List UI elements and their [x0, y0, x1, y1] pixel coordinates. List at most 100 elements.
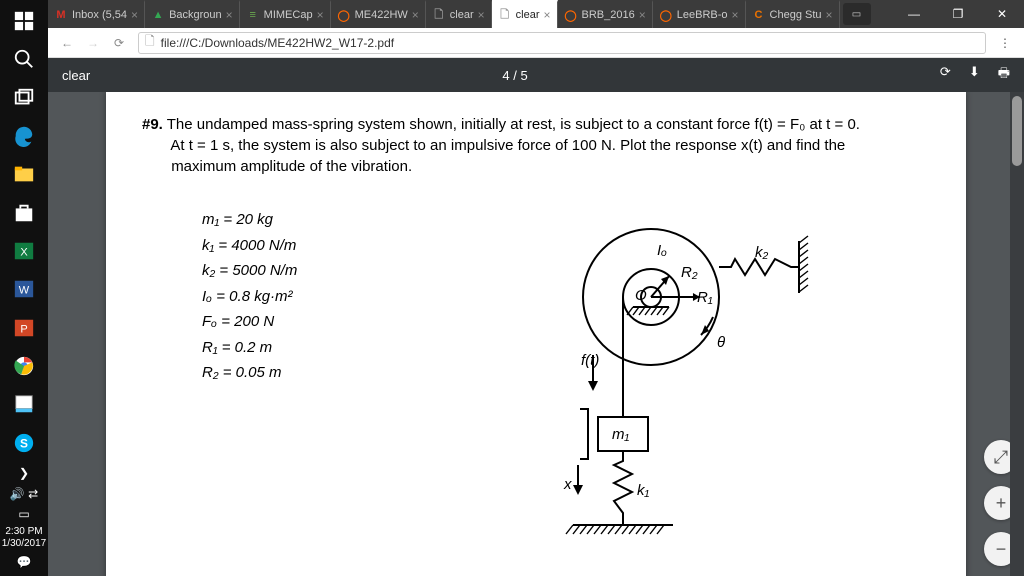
store-icon[interactable] — [4, 195, 44, 231]
tab-favicon: ≡ — [246, 8, 260, 22]
pdf-page: #9. The undamped mass-spring system show… — [106, 92, 966, 576]
tab-strip: MInbox (5,54×▲Backgroun×≡MIMECap×◯ME422H… — [48, 0, 1024, 28]
chrome-icon[interactable] — [4, 348, 44, 384]
param-R2: R₂ = 0.05 m — [202, 360, 372, 386]
tab-close-icon[interactable]: × — [226, 8, 233, 22]
tab-favicon: C — [752, 8, 766, 22]
tab-close-icon[interactable]: × — [732, 8, 739, 22]
tab-favicon: 🗋 — [498, 8, 512, 22]
action-center-icon[interactable]: 💬 — [4, 552, 44, 572]
svg-text:x: x — [563, 476, 572, 493]
svg-text:k₁: k₁ — [637, 482, 650, 499]
svg-text:k₂: k₂ — [755, 244, 769, 261]
tab-close-icon[interactable]: × — [317, 8, 324, 22]
excel-icon[interactable]: X — [4, 233, 44, 269]
tab-label: Backgroun — [169, 9, 222, 21]
problem-line-3: maximum amplitude of the vibration. — [171, 158, 412, 175]
back-button[interactable]: ← — [54, 30, 80, 56]
browser-tab[interactable]: C Chegg Stu × — [746, 0, 840, 28]
pdf-rotate-button[interactable]: ⟳ — [940, 64, 951, 86]
tab-label: LeeBRB-o — [677, 9, 728, 21]
url-text: file:///C:/Downloads/ME422HW2_W17-2.pdf — [161, 36, 394, 50]
tab-close-icon[interactable]: × — [412, 8, 419, 22]
tab-favicon: M — [54, 8, 68, 22]
tab-label: Inbox (5,54 — [72, 9, 127, 21]
edge-icon[interactable] — [4, 118, 44, 154]
pdf-toolbar: clear 4 / 5 ⟳ ⬇ 🖶 — [48, 58, 1024, 92]
chrome-window: MInbox (5,54×▲Backgroun×≡MIMECap×◯ME422H… — [48, 0, 1024, 576]
problem-number: #9. — [142, 116, 163, 133]
taskbar-overflow-icon[interactable]: ❯ — [19, 462, 29, 484]
problem-line-2: At t = 1 s, the system is also subject t… — [170, 137, 845, 154]
pdf-scrollbar[interactable] — [1010, 92, 1024, 576]
clock-date: 1/30/2017 — [2, 538, 47, 550]
browser-tab[interactable]: M Inbox (5,54 × — [48, 0, 145, 28]
svg-text:m₁: m₁ — [612, 426, 629, 443]
paint-icon[interactable] — [4, 386, 44, 422]
svg-text:R₂: R₂ — [681, 264, 698, 281]
param-k1: k₁ = 4000 N/m — [202, 233, 372, 259]
tab-label: ME422HW — [355, 9, 408, 21]
address-bar: ← → ⟳ 🗋 file:///C:/Downloads/ME422HW2_W1… — [48, 28, 1024, 58]
new-tab-button[interactable]: ▭ — [843, 3, 871, 25]
scroll-thumb[interactable] — [1012, 96, 1022, 166]
task-view-icon[interactable] — [4, 80, 44, 116]
param-R1: R₁ = 0.2 m — [202, 335, 372, 361]
svg-text:O: O — [635, 287, 647, 304]
svg-text:θ: θ — [717, 334, 725, 351]
skype-icon[interactable]: S — [4, 425, 44, 461]
browser-tab[interactable]: 🗋 clear × — [426, 0, 492, 28]
param-m1: m₁ = 20 kg — [202, 207, 372, 233]
tab-label: BRB_2016 — [582, 9, 635, 21]
tab-close-icon[interactable]: × — [478, 8, 485, 22]
url-input[interactable]: 🗋 file:///C:/Downloads/ME422HW2_W17-2.pd… — [138, 32, 986, 54]
svg-text:P: P — [20, 323, 27, 335]
browser-tab[interactable]: 🗋 clear × — [492, 0, 558, 28]
chrome-menu-button[interactable]: ⋮ — [992, 36, 1018, 50]
tab-close-icon[interactable]: × — [826, 8, 833, 22]
browser-tab[interactable]: ▲Backgroun× — [145, 0, 240, 28]
word-icon[interactable]: W — [4, 271, 44, 307]
tab-close-icon[interactable]: × — [131, 8, 138, 22]
search-icon[interactable] — [4, 41, 44, 77]
tab-close-icon[interactable]: × — [544, 8, 551, 22]
svg-text:X: X — [20, 247, 28, 259]
pdf-page-indicator: 4 / 5 — [90, 68, 940, 83]
volume-icon[interactable]: 🔊 ⇄ — [4, 484, 44, 504]
problem-line-1: The undamped mass-spring system shown, i… — [167, 116, 860, 133]
forward-button[interactable]: → — [80, 30, 106, 56]
windows-taskbar: X W P S ❯ 🔊 ⇄ ▭ 2:30 PM 1/30/2017 💬 — [0, 0, 48, 576]
powerpoint-icon[interactable]: P — [4, 310, 44, 346]
svg-text:Iₒ: Iₒ — [657, 242, 667, 259]
pdf-viewport[interactable]: #9. The undamped mass-spring system show… — [48, 92, 1024, 576]
window-minimize-button[interactable]: — — [892, 0, 936, 28]
param-Io: Iₒ = 0.8 kg·m² — [202, 284, 372, 310]
browser-tab[interactable]: ◯LeeBRB-o× — [653, 0, 746, 28]
parameter-list: m₁ = 20 kg k₁ = 4000 N/m k₂ = 5000 N/m I… — [142, 207, 372, 567]
start-button[interactable] — [4, 3, 44, 39]
tab-close-icon[interactable]: × — [639, 8, 646, 22]
tab-favicon: ◯ — [564, 8, 578, 22]
svg-text:f(t): f(t) — [581, 352, 599, 369]
tab-favicon: ◯ — [337, 8, 351, 22]
pdf-print-button[interactable]: 🖶 — [998, 64, 1010, 86]
window-close-button[interactable]: ✕ — [980, 0, 1024, 28]
battery-icon[interactable]: ▭ — [4, 504, 44, 524]
tab-favicon: 🗋 — [432, 8, 446, 22]
tab-label: Chegg Stu — [770, 9, 822, 21]
taskbar-clock[interactable]: 2:30 PM 1/30/2017 — [2, 524, 47, 552]
browser-tab[interactable]: ◯ ME422HW × — [331, 0, 426, 28]
reload-button[interactable]: ⟳ — [106, 30, 132, 56]
svg-text:W: W — [19, 285, 30, 297]
tab-label: clear — [450, 9, 474, 21]
browser-tab[interactable]: ≡MIMECap× — [240, 0, 331, 28]
window-restore-button[interactable]: ❐ — [936, 0, 980, 28]
file-explorer-icon[interactable] — [4, 156, 44, 192]
pdf-download-button[interactable]: ⬇ — [969, 64, 980, 86]
browser-tab[interactable]: ◯ BRB_2016 × — [558, 0, 653, 28]
tab-label: clear — [516, 9, 540, 21]
problem-statement: #9. The undamped mass-spring system show… — [142, 114, 930, 177]
param-k2: k₂ = 5000 N/m — [202, 258, 372, 284]
clock-time: 2:30 PM — [2, 526, 47, 538]
mass-spring-diagram: IₒR₂R₁Oθk₂m₁f(t)xk₁ — [441, 207, 861, 567]
